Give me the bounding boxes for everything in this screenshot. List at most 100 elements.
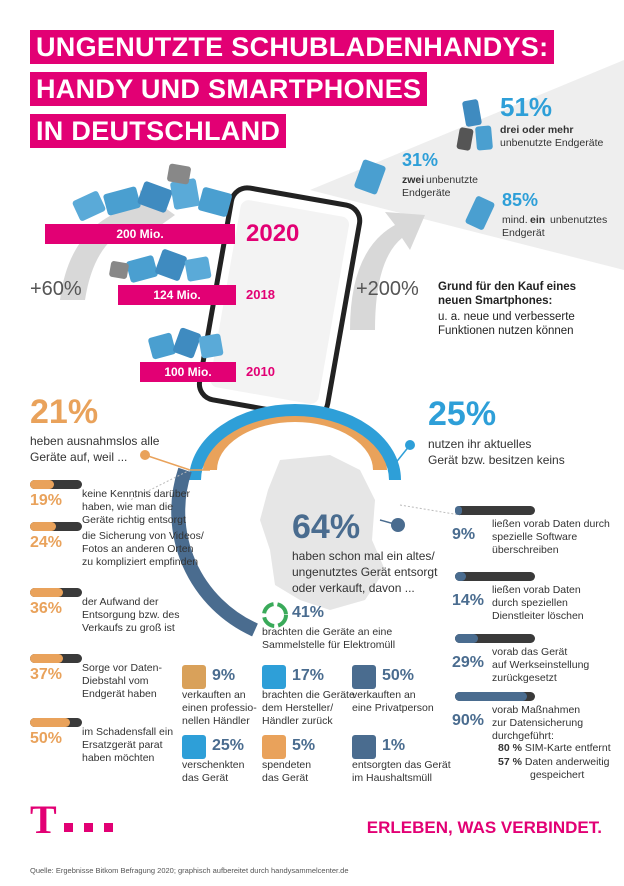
label-200-mio: 200 Mio. [45, 224, 235, 244]
reason-left-line-2: Entsorgung bzw. des [82, 609, 180, 621]
reason-left-line-2: Diebstahl vom [82, 675, 149, 687]
recycle-icon [262, 602, 288, 628]
data-right-bar-fill [455, 506, 462, 515]
use-current-line-2: Gerät bzw. besitzen keins [428, 453, 565, 467]
disposed-line-2: ungenutztes Gerät entsorgt [292, 565, 438, 579]
channel-pct: 1% [382, 737, 406, 754]
channel-line-3: Händler zurück [262, 715, 333, 727]
sub-measure-2-pct: 57 % [498, 756, 522, 768]
data-right-text: ließen vorab Daten durch spezielle Softwa… [492, 518, 610, 557]
reason-left-bar [30, 480, 82, 489]
data-right-line-3: durchgeführt: [492, 730, 554, 742]
sub-measure-1: 80 % SIM-Karte entfernt [498, 742, 611, 755]
data-right-bar [455, 692, 535, 701]
reason-left-line-1: die Sicherung von Videos/ [82, 530, 204, 542]
data-right-line-1: ließen vorab Daten [492, 584, 581, 596]
channel-line-1: verschenkten [182, 759, 245, 771]
brand-slogan: ERLEBEN, WAS VERBINDET. [366, 818, 602, 837]
use-current-pct: 25% [428, 395, 497, 433]
reason-left-bar-fill [30, 654, 63, 663]
reason-left-line-3: Verkaufs zu groß ist [82, 622, 175, 634]
channel-line-1: spendeten [262, 759, 312, 771]
ownership-31-bold: zwei [402, 174, 425, 186]
data-right-bar [455, 572, 535, 581]
channel-text: entsorgten das Gerät im Haushaltsmüll [352, 759, 451, 785]
data-right-pct: 29% [452, 654, 485, 671]
channel-text: verkauften an eine Privatperson [352, 689, 434, 715]
disposed-text: haben schon mal ein altes/ ungenutztes G… [292, 548, 437, 596]
data-right-line-2: auf Werkseinstellung [492, 659, 590, 671]
reason-left-pct: 19% [30, 492, 63, 509]
reason-left-bar-fill [30, 522, 56, 531]
channel-line-2: im Haushaltsmüll [352, 772, 432, 784]
channel-41-line-1: brachten die Geräte an eine [262, 626, 393, 638]
channel-line-2: einen professio- [182, 702, 257, 714]
use-current-text: nutzen ihr aktuelles Gerät bzw. besitzen… [428, 436, 565, 468]
telekom-logo: T [30, 796, 57, 843]
ownership-85-pre: mind. [502, 214, 528, 226]
reason-left-line-3: haben möchten [82, 752, 155, 764]
keep-all-line-2: Geräte auf, weil ... [30, 450, 128, 464]
year-2018: 2018 [246, 287, 275, 302]
box-icon [182, 665, 206, 689]
reason-left-text: Sorge vor Daten- Diebstahl vom Endgerät ha… [82, 662, 162, 701]
data-right-line-1: vorab das Gerät [492, 646, 568, 658]
keep-all-pct: 21% [30, 393, 99, 431]
channel-41-text: brachten die Geräte an eine Sammelstelle… [262, 626, 395, 652]
channel-pct: 17% [292, 667, 325, 684]
reason-left-pct: 50% [30, 730, 63, 747]
label-124-mio: 124 Mio. [118, 285, 236, 305]
data-right-bar-fill [455, 572, 466, 581]
data-right-bar-fill [455, 692, 527, 701]
reason-title-line-2: neuen Smartphones: [438, 295, 553, 307]
data-right-text: vorab das Gerät auf Werkseinstellung zurüc… [492, 646, 589, 685]
gift-icon [182, 735, 206, 759]
title-line-3: IN DEUTSCHLAND [30, 114, 287, 148]
use-current-line-1: nutzen ihr aktuelles [428, 437, 532, 451]
year-2020: 2020 [246, 220, 300, 247]
data-right-pct: 14% [452, 592, 485, 609]
reason-left-line-3: Endgerät haben [82, 688, 157, 700]
reason-left-bar-fill [30, 588, 63, 597]
channel-text: brachten die Geräte dem Hersteller/Händle… [262, 689, 355, 728]
sub-measure-3-text: gespeichert [530, 769, 585, 781]
channel-text: spendeten das Gerät [262, 759, 311, 785]
data-right-pct: 90% [452, 712, 485, 729]
channel-pct: 5% [292, 737, 316, 754]
data-right-text: ließen vorab Daten durch speziellen Dienst… [492, 584, 584, 623]
reason-text: u. a. neue und verbesserte Funktionen nu… [438, 310, 575, 338]
data-right-line-2: durch speziellen [492, 597, 568, 609]
disposed-line-1: haben schon mal ein altes/ [292, 549, 435, 563]
channel-line-2: das Gerät [182, 772, 229, 784]
ownership-31-text: unbenutzte Endgeräte [402, 174, 478, 199]
channel-text: verschenkten das Gerät [182, 759, 244, 785]
data-right-bar [455, 634, 535, 643]
growth-left: +60% [30, 278, 82, 300]
disposed-line-3: oder verkauft, davon ... [292, 581, 415, 595]
growth-right: +200% [356, 278, 419, 300]
ownership-31-pct: 31% [402, 150, 439, 170]
reason-left-bar-fill [30, 718, 70, 727]
channel-text: verkauften an einen professio-nellen Händ… [182, 689, 257, 728]
reason-title-line-1: Grund für den Kauf eines [438, 281, 577, 293]
reason-left-bar [30, 588, 82, 597]
year-2010: 2010 [246, 364, 275, 379]
shop-icon [262, 665, 286, 689]
reason-left-text: keine Kenntnis darüber haben, wie man die… [82, 488, 190, 527]
sub-measure-1-text: SIM-Karte entfernt [524, 742, 611, 754]
reason-left-line-1: keine Kenntnis darüber [82, 488, 190, 500]
reason-left-bar [30, 718, 82, 727]
title-line-2: HANDY UND SMARTPHONES [30, 72, 428, 106]
reason-left-line-2: haben, wie man die [82, 501, 174, 513]
channel-line-3: nellen Händler [182, 715, 250, 727]
ownership-51-bold: drei oder mehr [500, 124, 574, 136]
reason-left-line-2: Ersatzgerät parat [82, 739, 163, 751]
trash-icon [352, 735, 376, 759]
reason-text-line-2: Funktionen nutzen können [438, 325, 574, 337]
ownership-31-line: zwei [402, 174, 424, 187]
data-right-line-1: vorab Maßnahmen [492, 704, 581, 716]
data-right-line-1: ließen vorab Daten durch [492, 518, 610, 530]
reason-left-pct: 36% [30, 600, 63, 617]
reason-left-line-2: Fotos an anderen Orten [82, 543, 194, 555]
